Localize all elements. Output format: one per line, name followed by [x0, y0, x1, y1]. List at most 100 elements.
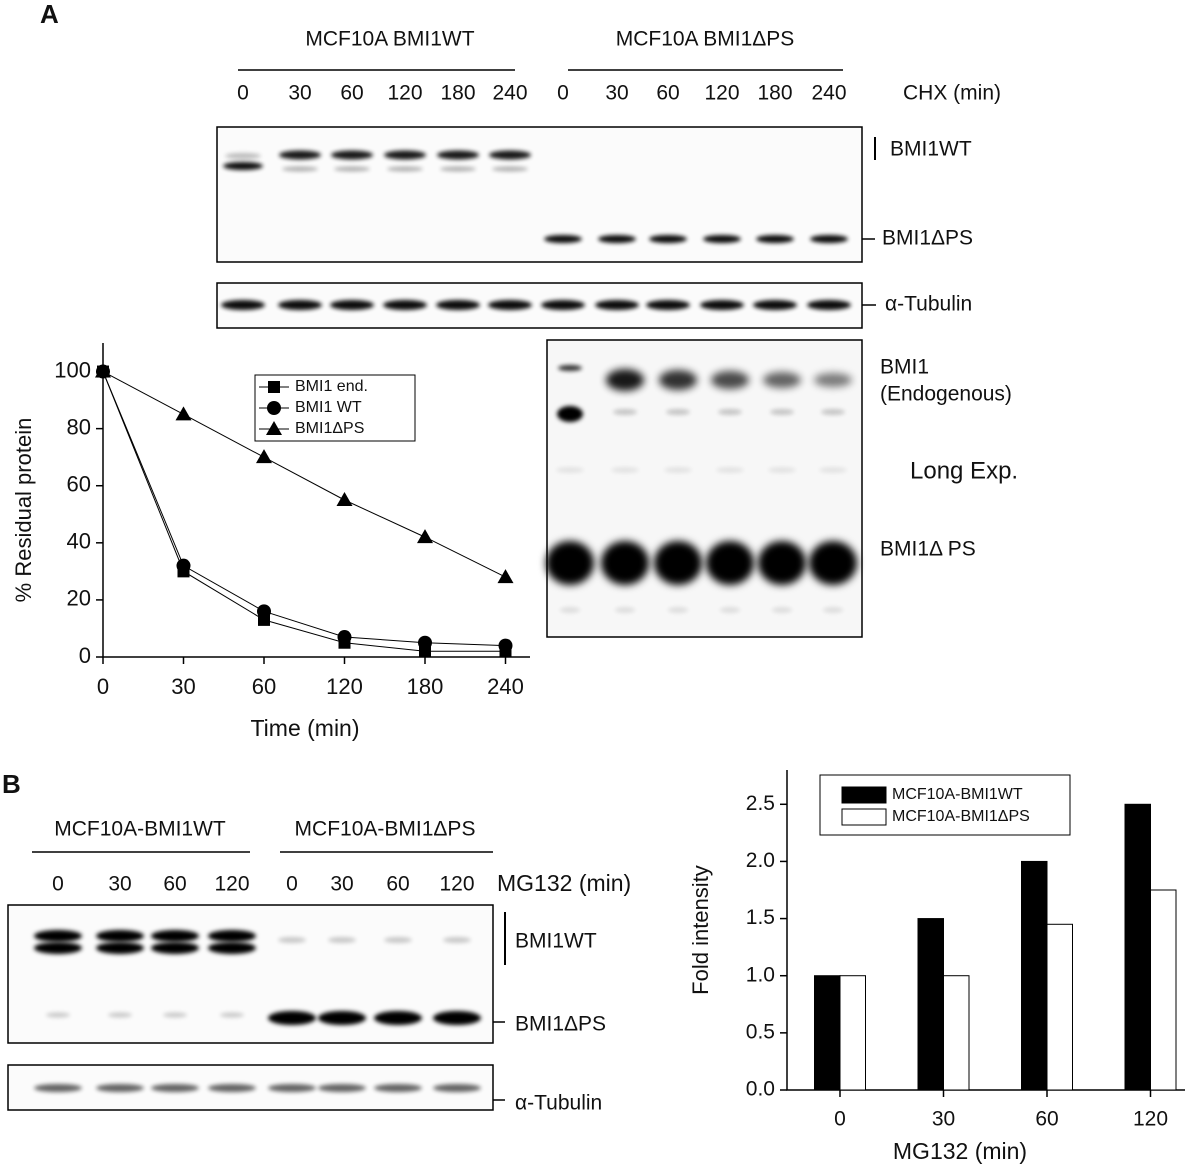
- lane-label: 30: [288, 82, 311, 105]
- blot-band: [703, 235, 741, 243]
- blot-band: [666, 409, 690, 415]
- blot-band: [34, 942, 82, 954]
- band-label: BMI1WT: [515, 930, 597, 953]
- blot-band: [108, 1012, 132, 1018]
- x-tick-label: 120: [1133, 1108, 1168, 1131]
- lane-label: 0: [557, 82, 569, 105]
- blot-band: [809, 541, 857, 585]
- blot-band: [46, 1012, 70, 1018]
- series-line: [102, 371, 506, 652]
- group-label: MCF10A BMI1ΔPS: [616, 28, 795, 51]
- blot-band: [716, 467, 744, 473]
- band-label: BMI1: [880, 356, 929, 379]
- bar: [839, 975, 866, 1091]
- lane-label: 120: [439, 873, 474, 896]
- band-label: α-Tubulin: [515, 1092, 602, 1115]
- legend-label: MCF10A-BMI1WT: [892, 786, 1023, 803]
- blot-band: [328, 937, 356, 943]
- blot-band: [763, 372, 801, 388]
- marker: [418, 635, 432, 650]
- blot-band: [440, 166, 476, 172]
- blot-band: [753, 300, 797, 310]
- legend-swatch: [841, 808, 887, 826]
- x-tick-label: 30: [932, 1108, 955, 1131]
- legend-label: BMI1 end.: [295, 378, 368, 395]
- blot-band: [443, 937, 471, 943]
- y-tick-label: 20: [67, 586, 91, 611]
- blot-band: [541, 300, 585, 310]
- blot-band: [223, 162, 263, 170]
- lane-label: 120: [214, 873, 249, 896]
- marker: [417, 529, 433, 544]
- x-tick-label: 120: [326, 674, 363, 699]
- blot-band: [654, 541, 702, 585]
- blot-band: [598, 235, 636, 243]
- y-tick-label: 0.5: [746, 1020, 775, 1043]
- blot-band: [151, 930, 199, 942]
- blot-band: [613, 409, 637, 415]
- lane-label: 60: [340, 82, 363, 105]
- blot-band: [220, 1012, 244, 1018]
- blot-band: [492, 166, 528, 172]
- blot-band: [278, 300, 322, 310]
- x-tick-label: 60: [252, 674, 276, 699]
- blot-band: [595, 300, 639, 310]
- legend-label: BMI1 WT: [295, 399, 362, 416]
- marker: [257, 604, 271, 619]
- bar: [1046, 923, 1073, 1091]
- blot-band: [706, 541, 754, 585]
- bar: [1124, 803, 1151, 1091]
- blot-band: [611, 467, 639, 473]
- blot-band: [756, 235, 794, 243]
- band-label: BMI1WT: [890, 138, 972, 161]
- blot-band: [544, 235, 582, 243]
- lane-label: 0: [237, 82, 249, 105]
- marker: [268, 381, 280, 393]
- y-tick-label: 1.5: [746, 906, 775, 929]
- marker: [267, 401, 281, 415]
- band-label: BMI1Δ PS: [880, 538, 976, 561]
- lane-label: 120: [704, 82, 739, 105]
- blot-band: [437, 150, 479, 160]
- bar: [1021, 860, 1048, 1091]
- blot-band: [557, 406, 583, 422]
- blot-band: [823, 607, 843, 613]
- lane-label: 240: [492, 82, 527, 105]
- x-tick-label: 60: [1035, 1108, 1058, 1131]
- lane-label: 180: [757, 82, 792, 105]
- bar: [943, 975, 970, 1091]
- y-axis-title: % Residual protein: [11, 418, 36, 603]
- blot-band: [279, 150, 321, 160]
- blot-band: [96, 942, 144, 954]
- bar: [814, 975, 841, 1091]
- legend-box: [819, 774, 1071, 836]
- marker: [175, 406, 192, 421]
- lane-label: 0: [286, 873, 298, 896]
- x-tick-label: 240: [487, 674, 524, 699]
- blot-band: [546, 541, 594, 585]
- lane-label: 30: [605, 82, 628, 105]
- legend-label: BMI1ΔPS: [295, 420, 364, 437]
- blot-band: [331, 150, 373, 160]
- blot-band: [384, 937, 412, 943]
- blot-band: [488, 300, 532, 310]
- x-tick-label: 180: [407, 674, 444, 699]
- y-tick-label: 80: [67, 414, 91, 439]
- blot-band: [282, 166, 318, 172]
- lane-label: 60: [163, 873, 186, 896]
- blot-band: [770, 409, 794, 415]
- blot-band: [606, 369, 644, 391]
- blot-band: [810, 235, 848, 243]
- series-line: [102, 371, 506, 578]
- group-label: MCF10A-BMI1WT: [54, 818, 226, 841]
- lane-label: 180: [440, 82, 475, 105]
- blot-band: [268, 1084, 316, 1092]
- blot-band: [268, 1011, 316, 1025]
- blot-band: [668, 607, 688, 613]
- y-tick-label: 1.0: [746, 963, 775, 986]
- x-axis-title: Time (min): [250, 715, 359, 741]
- x-axis-title: MG132 (min): [893, 1138, 1027, 1164]
- lane-label: 120: [387, 82, 422, 105]
- blot-frame: [7, 904, 494, 1044]
- x-tick-label: 0: [834, 1108, 846, 1131]
